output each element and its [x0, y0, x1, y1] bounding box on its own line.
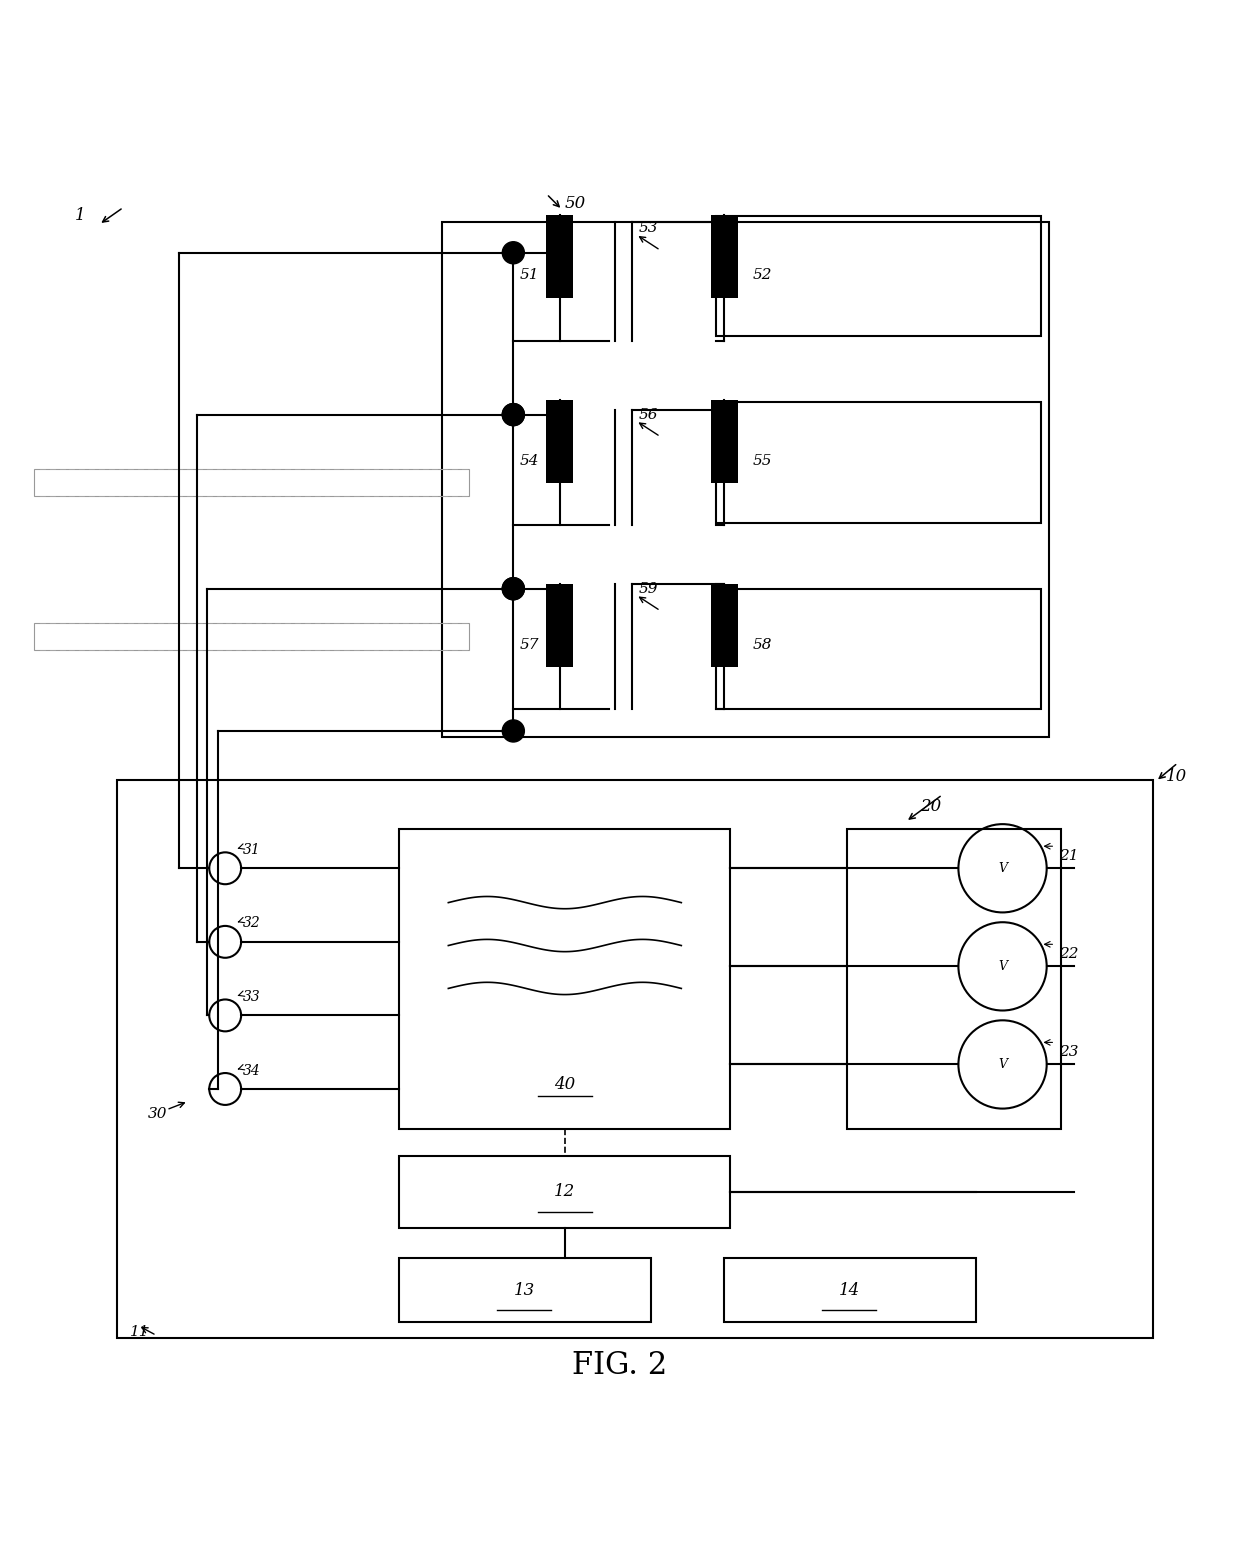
- Text: 32: 32: [242, 916, 260, 930]
- Text: 53: 53: [639, 222, 658, 236]
- Bar: [399, 828, 730, 1129]
- Text: 10: 10: [1166, 768, 1187, 785]
- Text: 40: 40: [554, 1076, 575, 1092]
- Text: 55: 55: [753, 454, 773, 468]
- Text: 22: 22: [1059, 947, 1079, 961]
- Text: 54: 54: [520, 454, 539, 468]
- Bar: [711, 583, 738, 668]
- Bar: [443, 222, 1049, 736]
- Circle shape: [502, 719, 525, 743]
- Bar: [33, 468, 469, 496]
- Text: V: V: [998, 959, 1007, 973]
- Text: 34: 34: [242, 1064, 260, 1078]
- Text: 57: 57: [520, 638, 539, 652]
- Text: FIG. 2: FIG. 2: [573, 1349, 667, 1381]
- Circle shape: [502, 577, 525, 599]
- Text: 33: 33: [242, 991, 260, 1005]
- Text: 30: 30: [148, 1106, 167, 1120]
- Text: 52: 52: [753, 268, 773, 282]
- Bar: [118, 780, 1153, 1338]
- Bar: [724, 1259, 976, 1321]
- Bar: [847, 828, 1061, 1129]
- Text: 59: 59: [639, 582, 658, 596]
- Text: 1: 1: [74, 207, 86, 225]
- Text: V: V: [998, 1058, 1007, 1072]
- Bar: [547, 215, 573, 298]
- Circle shape: [502, 404, 525, 426]
- Circle shape: [502, 242, 525, 264]
- Circle shape: [502, 577, 525, 599]
- Text: 51: 51: [520, 268, 539, 282]
- Bar: [547, 399, 573, 484]
- Text: 31: 31: [242, 842, 260, 856]
- Circle shape: [502, 404, 525, 426]
- Text: 14: 14: [838, 1282, 859, 1298]
- Bar: [711, 399, 738, 484]
- Text: 50: 50: [565, 195, 587, 212]
- Bar: [715, 588, 1040, 708]
- Bar: [547, 583, 573, 668]
- Bar: [33, 622, 469, 651]
- Text: 21: 21: [1059, 849, 1079, 863]
- Text: 13: 13: [513, 1282, 534, 1298]
- Bar: [715, 402, 1040, 523]
- Text: 58: 58: [753, 638, 773, 652]
- Bar: [399, 1259, 651, 1321]
- Bar: [711, 215, 738, 298]
- Text: V: V: [998, 861, 1007, 875]
- Text: 56: 56: [639, 407, 658, 421]
- Text: 23: 23: [1059, 1045, 1079, 1059]
- Bar: [715, 215, 1040, 335]
- Text: 11: 11: [129, 1324, 149, 1338]
- Text: 20: 20: [920, 799, 941, 816]
- Bar: [399, 1156, 730, 1228]
- Text: 12: 12: [554, 1184, 575, 1201]
